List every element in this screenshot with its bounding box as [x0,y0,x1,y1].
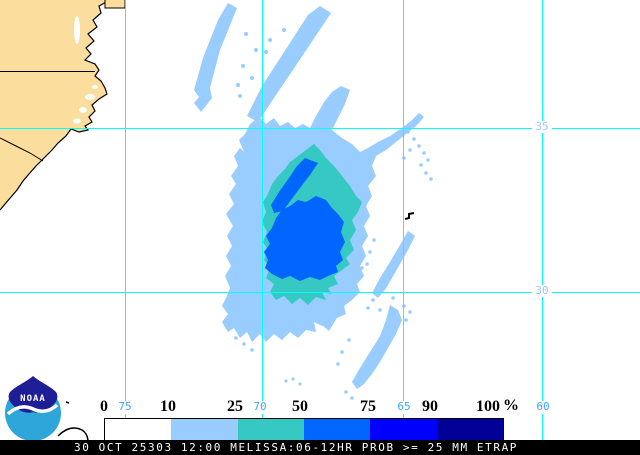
legend-unit-percent: % [503,397,519,414]
colorbar-seg-50-75 [303,419,371,440]
land-polygon [0,0,110,210]
sounds-water [73,16,98,124]
state-border-nc-sc [0,137,44,162]
map-edge-state-box [104,0,126,9]
prob-contour-50 [264,158,345,281]
legend-tick-10: 10 [160,398,176,415]
noaa-logo-fan [8,376,58,413]
status-bar: 30 OCT 25303 12:00 MELISSA:06-12HR PROB … [0,440,640,455]
legend-tick-100: 100 [476,398,500,415]
colorbar-seg-25-50 [237,419,304,440]
colorbar-seg-0-10 [105,419,172,440]
lat-label-30: 30 [532,285,552,297]
legend-tick-50: 50 [292,398,308,415]
lat-label-35: 35 [532,121,552,133]
legend-tick-25: 25 [227,398,243,415]
coastline [0,0,111,211]
legend-tick-0: 0 [100,398,108,415]
lon-label-70: 70 [250,401,270,414]
lon-label-60: 60 [533,401,553,414]
probability-colorbar [104,418,504,441]
legend-tick-90: 90 [422,398,438,415]
colorbar-seg-75-90 [370,419,437,440]
colorbar-seg-90-100 [436,419,503,440]
lon-label-75: 75 [115,401,135,414]
prob-contour-10-specks [234,28,433,400]
noaa-logo-gull-icon [6,403,59,416]
bermuda-island-mark [404,212,415,220]
status-bar-text: 30 OCT 25303 12:00 MELISSA:06-12HR PROB … [74,441,519,454]
lon-label-65: 65 [394,401,414,414]
legend-tick-75: 75 [360,398,376,415]
noaa-logo [5,376,61,441]
colorbar-seg-10-25 [171,419,238,440]
noaa-logo-label: NOAA [20,394,46,404]
